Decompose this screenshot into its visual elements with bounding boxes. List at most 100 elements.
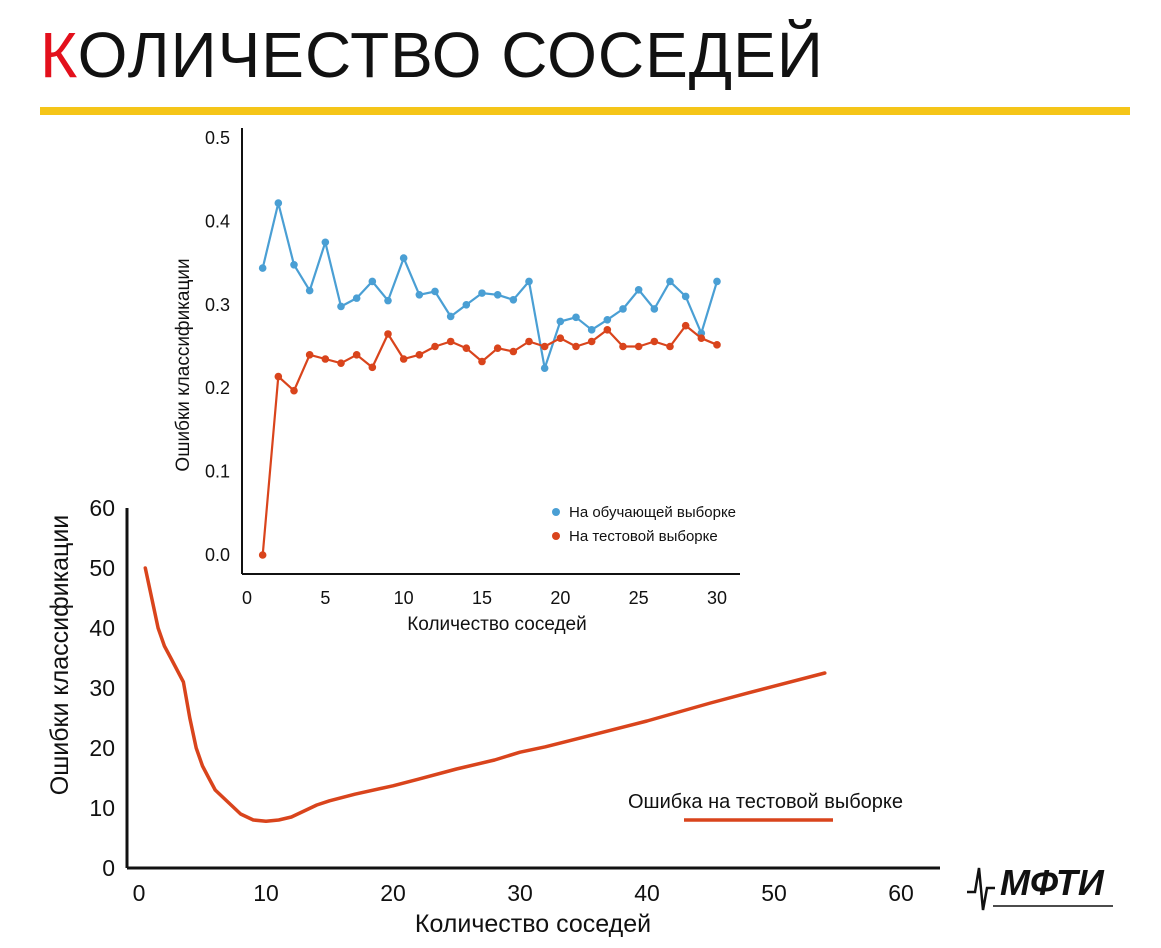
big-x-axis-label: Количество соседей [415,910,651,938]
small-series-0-point [713,277,721,286]
small-series-1-point [368,363,377,372]
small-y-tick-label: 0.3 [205,295,230,315]
small-legend-label-1: На тестовой выборке [569,528,718,545]
small-series-1-point [321,355,330,363]
small-y-axis-label: Ошибки классификации [173,258,194,471]
small-series-1-point [337,359,345,367]
small-series-0-point [572,313,580,322]
small-series-1-point [431,342,439,351]
logo-text: МФТИ [1000,862,1104,903]
small-series-1-point [572,342,580,351]
small-series-0-point [666,277,674,286]
small-series-1-point [258,551,267,559]
small-series-0-point [478,289,486,297]
small-series-1-point [587,337,596,346]
small-series-1-point [352,351,361,359]
big-y-axis-label: Ошибки классификации [46,515,74,795]
small-series-1-point [415,351,424,359]
small-legend-label-0: На обучающей выборке [569,504,736,521]
small-series-0-point [337,302,345,311]
small-x-tick-label: 25 [629,588,649,608]
mipt-logo [967,867,1113,911]
small-series-0-point [462,301,471,309]
small-legend-marker-1 [552,532,560,540]
small-legend-marker-0 [552,508,560,516]
big-x-tick-label: 50 [761,880,787,906]
small-x-tick-label: 5 [320,588,330,608]
big-x-tick-label: 20 [380,880,406,906]
small-series-0-point [603,316,612,324]
small-series-1-point [713,341,721,349]
small-series-0-point [509,295,518,304]
small-series-0-point [368,277,377,286]
small-series-1-point [493,344,502,352]
small-series-1-point [509,347,518,356]
small-series-1-point [446,337,455,346]
small-series-0-point [525,277,533,286]
title-rest: ОЛИЧЕСТВО СОСЕДЕЙ [77,19,824,91]
big-x-tick-label: 0 [133,880,146,906]
big-y-tick-label: 30 [89,675,115,701]
small-series-0-point [399,254,408,262]
small-chart: 0 5 10 15 20 25 30 0.0 0.1 0.2 0.3 0.4 0.5 Количество… [173,128,740,635]
small-x-tick-label: 20 [550,588,570,608]
small-series-0-point [290,260,298,269]
small-series-line-0 [261,202,719,370]
small-series-1-point [634,342,643,351]
small-x-tick-label: 0 [242,588,252,608]
small-y-tick-label: 0.5 [205,128,230,148]
big-y-tick-label: 40 [89,615,115,641]
big-legend-label: Ошибка на тестовой выборке [628,791,903,813]
big-y-tick-label: 0 [102,855,115,881]
small-series-0-point [415,290,424,299]
small-y-tick-label: 0.4 [205,211,230,231]
small-series-0-point [619,305,627,313]
small-series-1-point [290,386,298,395]
big-y-tick-label: 60 [89,495,115,521]
title-underline [40,107,1130,115]
page-title: КОЛИЧЕСТВО СОСЕДЕЙ [40,10,824,100]
small-series-0-point [681,292,690,301]
small-series-0-point [321,238,330,247]
small-series-0-point [493,290,502,299]
small-series-0-point [431,287,439,296]
small-series-1-point [603,326,612,334]
title-first-letter: К [40,19,78,91]
small-series-1-point [556,334,565,342]
small-series-0-point [274,199,283,207]
small-series-1-point [619,342,627,351]
small-series-1-point [681,321,690,330]
big-x-tick-label: 30 [507,880,533,906]
small-series-0-point [352,294,361,302]
small-x-axis-label: Количество соседей [407,614,587,635]
small-series-0-point [540,364,549,372]
small-series-0-point [305,286,314,295]
small-series-1-point [274,372,283,381]
small-series-1-point [478,357,486,366]
small-y-tick-label: 0.0 [205,545,230,565]
small-series-1-point [399,355,408,363]
logo-wave-icon [967,867,995,911]
small-y-tick-label: 0.1 [205,462,230,482]
small-series-0-point [587,326,596,334]
small-series-1-point [384,330,392,338]
small-x-tick-label: 10 [394,588,414,608]
small-series-1-point [540,342,549,351]
small-series-0-point [258,264,267,272]
small-series-0-point [634,285,643,294]
small-series-1-point [462,344,471,352]
big-y-tick-label: 20 [89,735,115,761]
big-x-tick-label: 60 [888,880,914,906]
big-x-tick-label: 40 [634,880,660,906]
big-y-tick-label: 50 [89,555,115,581]
small-series-0-point [650,305,659,313]
small-series-1-point [650,337,659,346]
small-series-0-point [384,296,392,305]
small-x-tick-label: 30 [707,588,727,608]
small-series-0-point [446,312,455,321]
small-x-tick-label: 15 [472,588,492,608]
small-y-tick-label: 0.2 [205,378,230,398]
small-series-0-point [556,317,565,326]
